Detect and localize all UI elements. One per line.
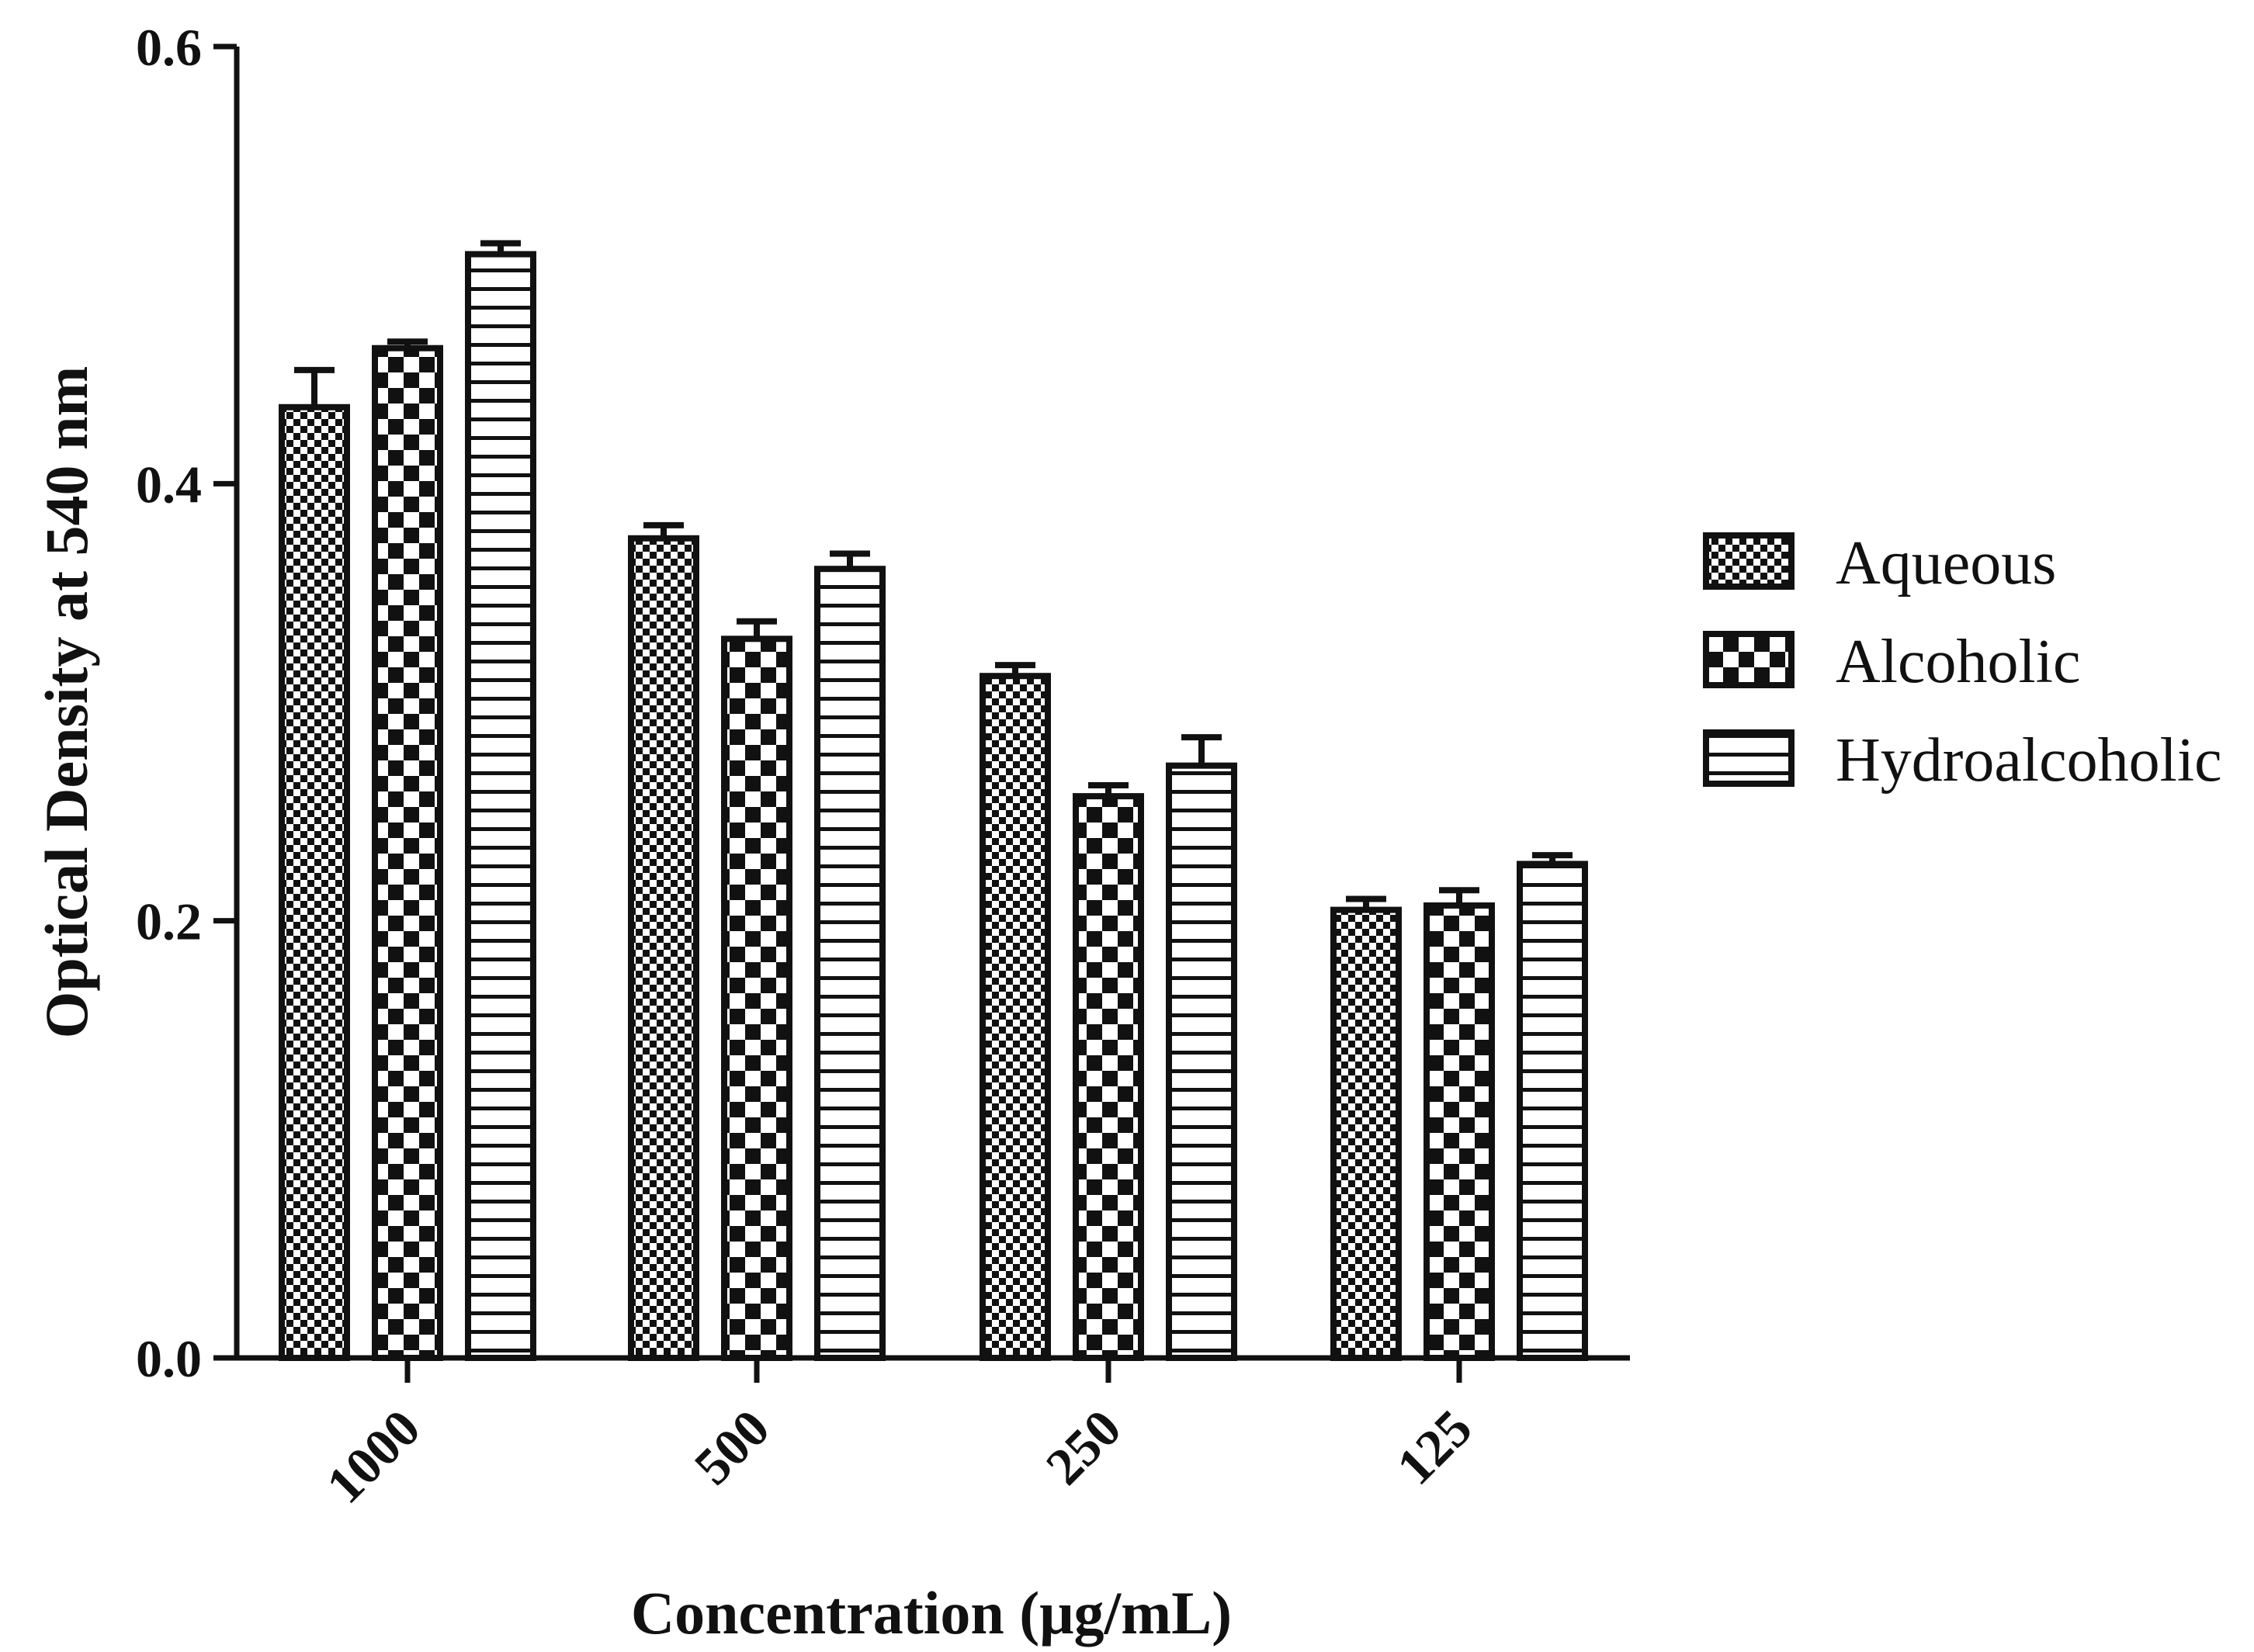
x-tick-label: 500	[683, 1398, 781, 1496]
bar-aqueous-250	[980, 673, 1051, 1361]
y-axis-title: Optical Density at 540 nm	[33, 366, 100, 1039]
x-axis-title: Concentration (μg/mL)	[631, 1579, 1232, 1647]
bars	[279, 251, 1588, 1362]
legend: Aqueous Alcoholic Hydroalcoholic	[1703, 529, 2222, 795]
x-tick-label: 250	[1035, 1398, 1132, 1496]
legend-swatch-alcoholic	[1703, 631, 1795, 688]
bar-aqueous-125	[1330, 906, 1402, 1362]
legend-swatch-aqueous	[1703, 532, 1795, 590]
bar-alcoholic-125	[1423, 902, 1495, 1361]
legend-label-aqueous: Aqueous	[1836, 529, 2056, 597]
axes	[234, 47, 1630, 1361]
bar-aqueous-1000	[279, 403, 350, 1361]
bar-hydroalcoholic-125	[1517, 861, 1588, 1361]
y-ticks: 0.0 0.2 0.4 0.6	[136, 18, 237, 1388]
legend-swatch-hydroalcoholic	[1703, 729, 1795, 787]
legend-label-alcoholic: Alcoholic	[1836, 628, 2080, 696]
y-tick-label: 0.0	[136, 1329, 202, 1388]
bar-alcoholic-500	[721, 636, 792, 1361]
bar-hydroalcoholic-250	[1166, 762, 1237, 1361]
x-ticks: 1000 500 250 125	[315, 1358, 1483, 1515]
x-tick-label: 1000	[315, 1398, 432, 1515]
bar-alcoholic-1000	[372, 345, 443, 1362]
error-bars	[294, 240, 1573, 910]
y-tick-label: 0.4	[136, 455, 202, 514]
y-tick-label: 0.6	[136, 18, 202, 77]
x-tick-label: 125	[1385, 1398, 1483, 1496]
y-tick-label: 0.2	[136, 892, 202, 951]
bar-hydroalcoholic-1000	[465, 251, 536, 1361]
bar-hydroalcoholic-500	[814, 566, 886, 1361]
bar-aqueous-500	[628, 535, 699, 1361]
bar-alcoholic-250	[1073, 793, 1144, 1362]
legend-label-hydroalcoholic: Hydroalcoholic	[1836, 726, 2222, 795]
